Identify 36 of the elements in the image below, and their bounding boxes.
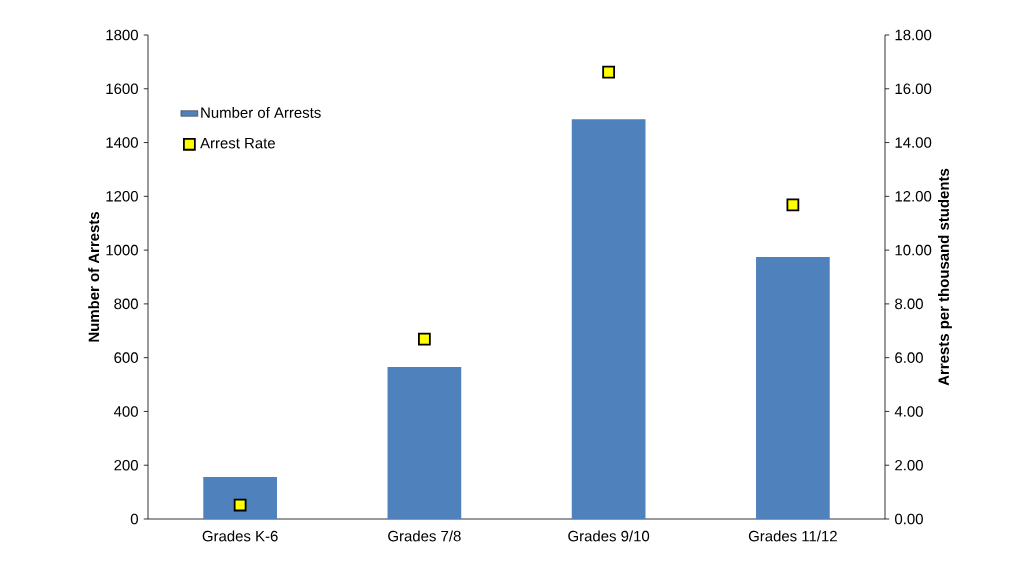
point: [418, 332, 431, 346]
legend-label: Arrest Rate: [200, 138, 275, 149]
y2-tick-label: 16.00: [895, 83, 932, 95]
y-tick-label: 1600: [106, 83, 138, 95]
y-tick-label: 400: [113, 406, 138, 417]
y2-tick-label: 10.00: [895, 244, 932, 256]
y-tick-label: 600: [114, 352, 138, 363]
y2-tick-label: 2.00: [895, 459, 923, 471]
bar: [756, 257, 830, 519]
y-tick-label: 1800: [106, 29, 138, 41]
y-axis-title: Number of Arrests: [88, 212, 100, 342]
bar: [571, 119, 646, 519]
legend-label: Number of Arrests: [201, 106, 321, 118]
y2-tick-label: 0.00: [895, 513, 923, 525]
y2-tick-label: 4.00: [894, 406, 923, 417]
point: [602, 65, 616, 79]
y-tick-label: 0: [130, 513, 138, 525]
y2-tick-label: 12.00: [895, 191, 932, 202]
point: [233, 498, 247, 512]
y2-tick-label: 18.00: [895, 29, 932, 41]
y2-axis-title: Arrests per thousand students: [938, 168, 952, 386]
x-tick-label: Grades K-6: [202, 530, 278, 542]
y-tick-label: 1400: [106, 137, 138, 148]
x-tick-label: Grades 7/8: [388, 530, 461, 542]
y-tick-label: 1000: [106, 244, 138, 256]
y2-tick-label: 8.00: [895, 298, 923, 310]
bar: [387, 367, 462, 519]
bar: [203, 477, 277, 519]
y-tick-label: 800: [114, 298, 138, 310]
y-tick-label: 1200: [106, 191, 138, 202]
y2-tick-label: 6.00: [895, 352, 923, 363]
x-tick-label: Grades 9/10: [568, 530, 650, 542]
y2-tick-label: 14.00: [895, 137, 932, 148]
y-tick-label: 200: [114, 459, 138, 471]
x-tick-label: Grades 11/12: [748, 530, 837, 542]
point: [786, 198, 800, 212]
